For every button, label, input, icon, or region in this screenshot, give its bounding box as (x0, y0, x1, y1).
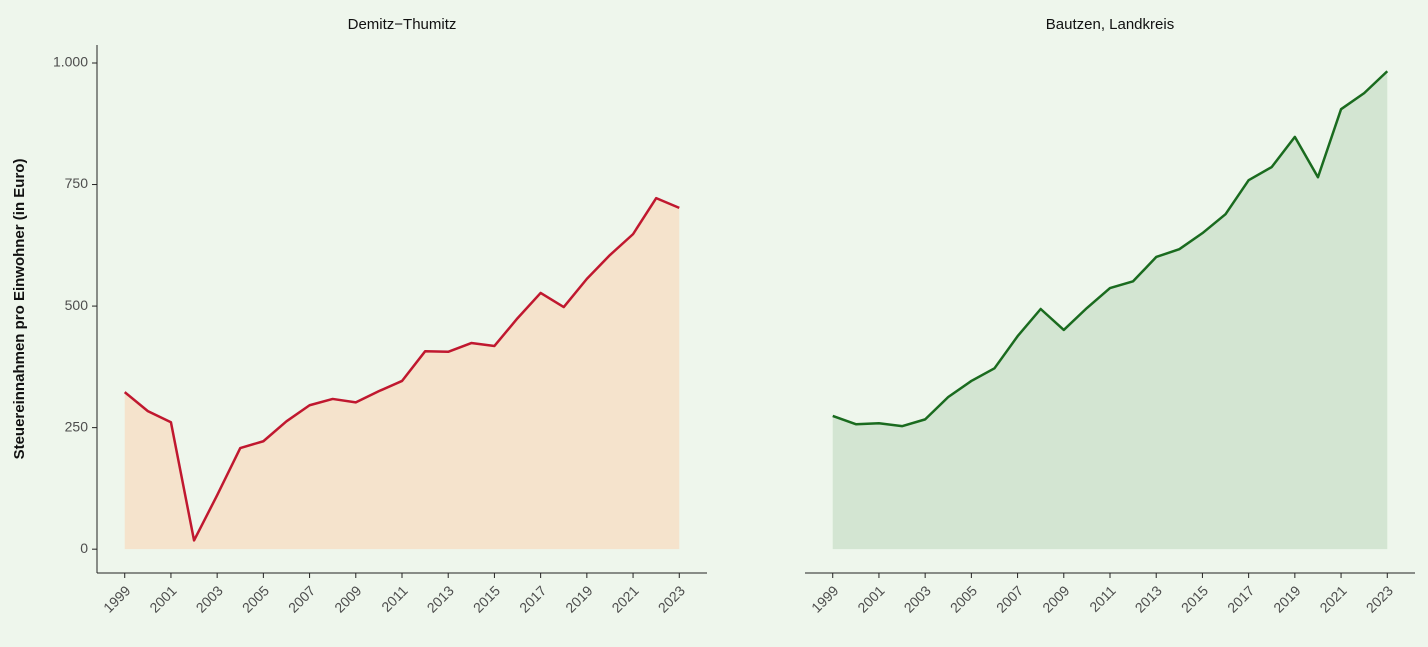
y-tick-label: 500 (65, 297, 89, 313)
y-axis-label: Steuereinnahmen pro Einwohner (in Euro) (11, 159, 28, 460)
line (832, 70, 1389, 428)
y-tick-label: 250 (65, 418, 89, 434)
y-tick-label: 1.000 (53, 54, 88, 70)
area-fill (124, 198, 680, 550)
panel-title: Bautzen, Landkreis (1046, 16, 1174, 33)
area-fill (832, 71, 1388, 550)
panel-title: Demitz−Thumitz (348, 16, 457, 33)
line (123, 196, 680, 542)
y-tick-label: 0 (80, 540, 88, 556)
y-tick-label: 750 (65, 175, 89, 191)
